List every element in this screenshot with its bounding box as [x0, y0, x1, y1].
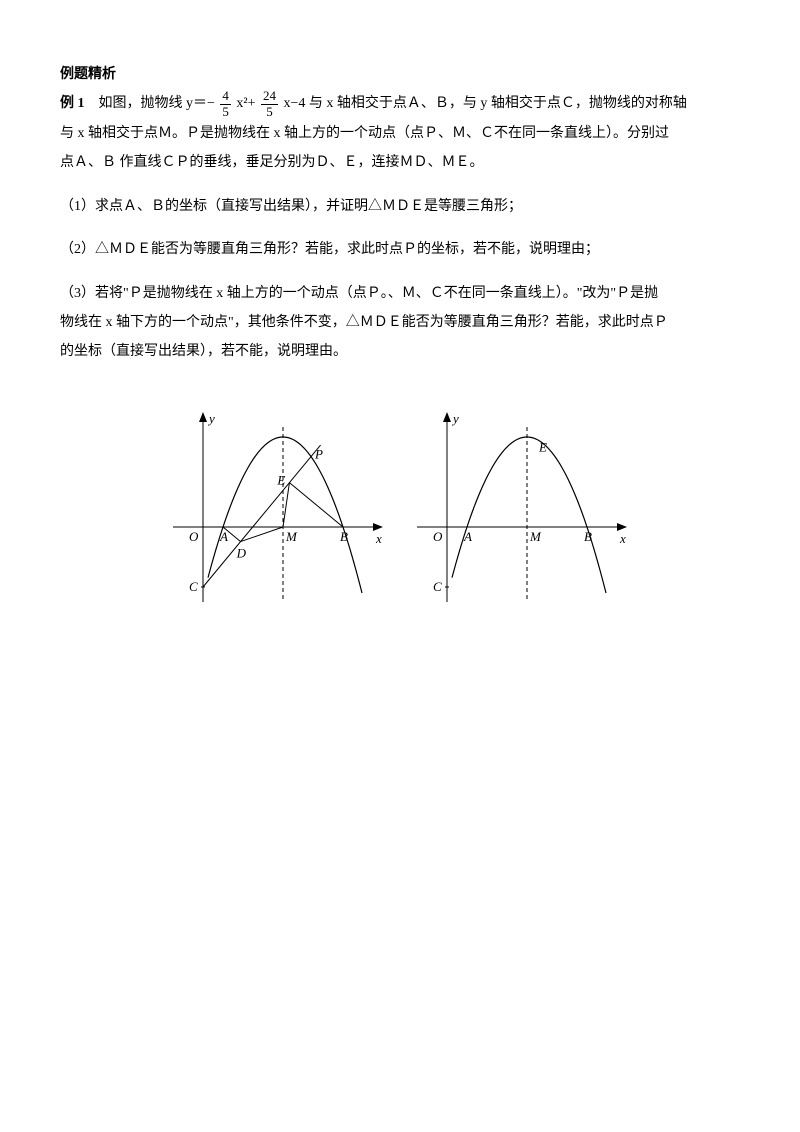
svg-text:x: x [619, 531, 626, 546]
fraction-1: 4 5 [220, 89, 231, 119]
frac1-den: 5 [220, 105, 231, 119]
figure-1: y x O A B M C D E P [168, 407, 388, 607]
text-intro-c: x−4 与 x 轴相交于点Ａ、Ｂ，与 y 轴相交于点Ｃ，抛物线的对称轴 [284, 96, 687, 111]
figures-container: y x O A B M C D E P y x O A B M C E [60, 407, 740, 618]
fraction-2: 24 5 [261, 89, 278, 119]
svg-text:y: y [207, 411, 215, 426]
frac1-num: 4 [220, 89, 231, 104]
svg-text:P: P [314, 446, 323, 461]
figure-2: y x O A B M C E [412, 407, 632, 607]
example-label: 例 1 [60, 96, 85, 111]
svg-text:C: C [189, 579, 198, 594]
frac2-num: 24 [261, 89, 278, 104]
question-3: （3）若将"Ｐ是抛物线在 x 轴上方的一个动点（点Ｐ。、Ｍ、Ｃ不在同一条直线上）… [60, 279, 740, 367]
frac2-den: 5 [261, 105, 278, 119]
svg-text:B: B [340, 529, 348, 544]
svg-text:M: M [285, 529, 298, 544]
text-intro-b: x²+ [236, 96, 255, 111]
problem-statement: 例 1 如图，抛物线 y＝− 4 5 x²+ 24 5 x−4 与 x 轴相交于… [60, 89, 740, 119]
svg-text:x: x [375, 531, 382, 546]
svg-text:A: A [219, 529, 228, 544]
question-2: （2）△ＭＤＥ能否为等腰直角三角形？若能，求此时点Ｐ的坐标，若不能，说明理由； [60, 235, 740, 264]
svg-text:E: E [277, 472, 286, 487]
problem-line3: 点Ａ、Ｂ 作直线ＣＰ的垂线，垂足分别为Ｄ、Ｅ，连接ＭＤ、ＭＥ。 [60, 148, 740, 177]
q3-line1: （3）若将"Ｐ是抛物线在 x 轴上方的一个动点（点Ｐ。、Ｍ、Ｃ不在同一条直线上）… [60, 279, 740, 308]
svg-text:O: O [189, 529, 199, 544]
svg-text:B: B [584, 529, 592, 544]
svg-text:C: C [433, 579, 442, 594]
svg-text:M: M [529, 529, 542, 544]
q3-line3: 的坐标（直接写出结果），若不能，说明理由。 [60, 337, 740, 366]
text-intro-a: 如图，抛物线 y＝− [99, 96, 215, 111]
q3-line2: 物线在 x 轴下方的一个动点"，其他条件不变，△ＭＤＥ能否为等腰直角三角形？若能… [60, 308, 740, 337]
svg-text:A: A [463, 529, 472, 544]
svg-text:D: D [236, 545, 247, 560]
svg-text:y: y [451, 411, 459, 426]
text [88, 96, 95, 111]
svg-text:E: E [538, 439, 547, 454]
section-title: 例题精析 [60, 60, 740, 89]
question-1: （1）求点Ａ、Ｂ的坐标（直接写出结果），并证明△ＭＤＥ是等腰三角形； [60, 192, 740, 221]
svg-text:O: O [433, 529, 443, 544]
problem-line2: 与 x 轴相交于点Ｍ。Ｐ是抛物线在 x 轴上方的一个动点（点Ｐ、Ｍ、Ｃ不在同一条… [60, 119, 740, 148]
